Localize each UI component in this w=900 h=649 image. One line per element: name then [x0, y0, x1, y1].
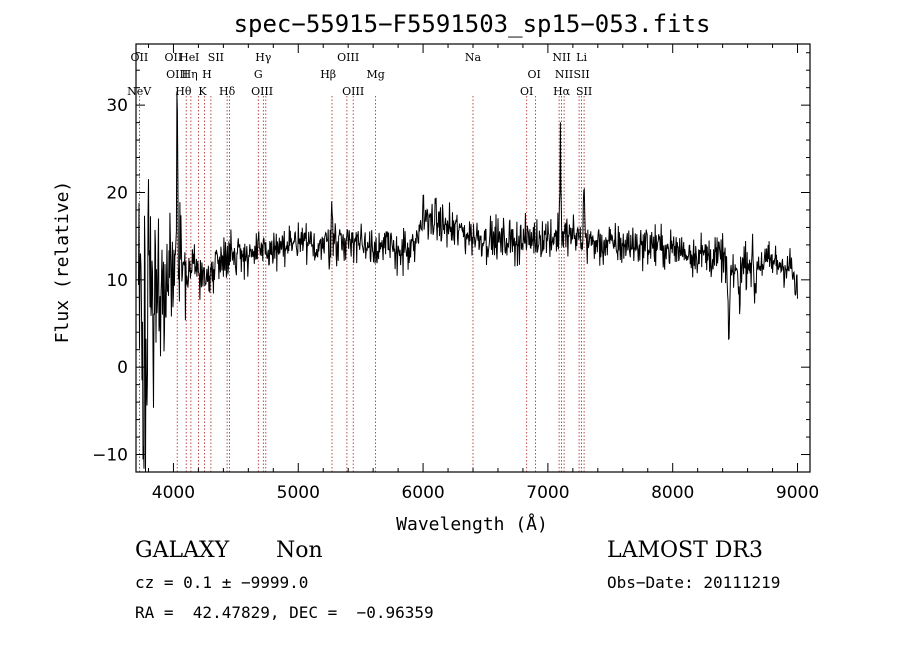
spectral-line-label: OI [520, 85, 533, 98]
x-tick-label: 8000 [651, 483, 694, 503]
object-class: GALAXY [135, 538, 230, 563]
axis-ticks: 4000 5000 6000 7000 8000 9000 −10 0 10 20 30 [92, 44, 819, 503]
spectral-line-label: OI [528, 68, 541, 81]
spectral-line-label: Hδ [219, 85, 236, 98]
coordinates-text: RA = 42.47829, DEC = −0.96359 [135, 603, 434, 622]
spectral-line-label: K [198, 85, 207, 98]
spectrum-chart: spec−55915−F5591503_sp15−053.fits NeVOII… [52, 10, 819, 535]
x-tick-label: 7000 [526, 483, 569, 503]
spectral-line-label: OII [131, 51, 149, 64]
spectral-line-label: SII [208, 51, 224, 64]
x-tick-label: 6000 [401, 483, 444, 503]
spectral-line-label: SII [573, 68, 589, 81]
spectral-line-label: Li [576, 51, 587, 64]
survey-name: LAMOST DR3 [607, 538, 763, 563]
spectral-line-label: G [254, 68, 263, 81]
spectral-line-label: Hα [553, 85, 571, 98]
spectral-line-label: He [179, 51, 195, 64]
spectral-line-label: NII [555, 68, 573, 81]
spectral-line-label: Hθ [175, 85, 192, 98]
spectral-line-label: Hβ [320, 68, 336, 81]
y-tick-label: 20 [106, 183, 128, 203]
x-tick-label: 9000 [776, 483, 819, 503]
spectral-line-label: OIII [166, 68, 188, 81]
y-tick-label: 0 [117, 358, 128, 378]
y-tick-label: 30 [106, 96, 128, 116]
x-tick-label: 4000 [152, 483, 195, 503]
spectral-line-label: NeV [127, 85, 152, 98]
spectral-line-label: OIII [337, 51, 359, 64]
y-axis-label: Flux (relative) [52, 181, 73, 344]
spectral-line-label: Na [465, 51, 482, 64]
y-tick-label: 10 [106, 271, 128, 291]
chart-title: spec−55915−F5591503_sp15−053.fits [234, 10, 711, 38]
spectral-line-label: OIII [251, 85, 273, 98]
spectral-line-label: OII [165, 51, 183, 64]
obs-date: Obs−Date: 20111219 [607, 573, 781, 592]
x-axis-label: Wavelength (Å) [396, 513, 548, 535]
x-tick-label: 5000 [277, 483, 320, 503]
spectral-line-label: Hη [182, 68, 198, 81]
spectral-line-label: H [202, 68, 212, 81]
spectral-line-label: OIII [342, 85, 364, 98]
spectral-line-label: NII [552, 51, 570, 64]
spectral-line-label: I [195, 51, 199, 64]
object-subclass: Non [276, 538, 323, 563]
y-tick-label: −10 [92, 446, 128, 466]
spectral-line-label: Mg [366, 68, 384, 81]
spectrum-line [138, 91, 798, 473]
spectral-line-label: SII [576, 85, 592, 98]
spectral-line-label: Hγ [255, 51, 272, 64]
redshift-text: cz = 0.1 ± −9999.0 [135, 573, 309, 592]
